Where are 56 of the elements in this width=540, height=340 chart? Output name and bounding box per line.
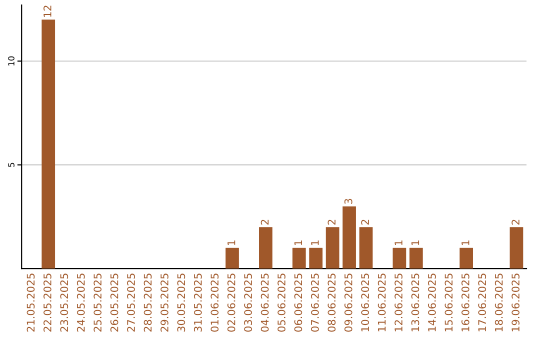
x-tick-label: 11.06.2025 [378, 274, 386, 332]
bar [259, 227, 272, 269]
x-tick-label: 23.05.2025 [60, 274, 68, 332]
bar [510, 227, 524, 269]
bar [392, 248, 406, 269]
x-tick-label: 29.05.2025 [160, 274, 168, 332]
bar [292, 248, 306, 269]
bar [460, 248, 473, 269]
x-tick-label: 01.06.2025 [210, 274, 219, 332]
data-label: 2 [260, 220, 269, 225]
data-label: 2 [328, 220, 336, 225]
x-tick-label: 10.06.2025 [361, 274, 370, 332]
data-label: 2 [512, 220, 520, 225]
x-tick-label: 17.06.2025 [478, 274, 486, 332]
x-tick-label: 22.05.2025 [43, 274, 52, 332]
data-label: 1 [462, 240, 470, 246]
x-tick-label: 25.05.2025 [94, 274, 102, 332]
x-tick-label: 04.06.2025 [260, 274, 269, 332]
x-tick-label: 02.06.2025 [227, 274, 236, 332]
x-tick-label: 09.06.2025 [344, 274, 352, 332]
y-tick-label: 5 [8, 162, 14, 167]
x-tick-label: 12.06.2025 [394, 274, 402, 332]
x-tick-label: 28.05.2025 [144, 274, 152, 332]
x-tick-label: 31.05.2025 [194, 274, 202, 332]
data-label: 12 [43, 6, 52, 17]
bar [309, 248, 323, 269]
bar [342, 206, 356, 269]
bar [409, 248, 423, 269]
data-label: 3 [344, 198, 352, 204]
data-label: 1 [394, 240, 402, 246]
x-tick-label: 21.05.2025 [26, 274, 35, 332]
x-tick-label: 06.06.2025 [294, 274, 302, 332]
x-tick-label: 26.05.2025 [110, 274, 118, 332]
bar [226, 248, 239, 269]
data-label: 1 [311, 240, 319, 246]
x-tick-label: 05.06.2025 [278, 274, 286, 332]
bar [359, 227, 373, 269]
x-tick-label: 18.06.2025 [494, 274, 503, 332]
data-label: 2 [361, 220, 369, 225]
x-tick-label: 30.05.2025 [177, 274, 186, 332]
x-tick-label: 15.06.2025 [444, 274, 453, 332]
x-tick-label: 19.06.2025 [512, 274, 520, 332]
bar [42, 20, 56, 269]
data-label: 1 [294, 240, 302, 246]
data-label: 1 [411, 240, 420, 246]
data-label: 1 [228, 240, 236, 246]
x-tick-label: 24.05.2025 [76, 274, 85, 332]
x-tick-label: 13.06.2025 [411, 274, 420, 332]
y-tick-label: 10 [8, 56, 14, 66]
bar [326, 227, 340, 269]
x-tick-label: 16.06.2025 [461, 274, 470, 332]
x-tick-label: 03.06.2025 [244, 274, 252, 332]
x-tick-label: 07.06.2025 [310, 274, 319, 332]
x-tick-label: 08.06.2025 [328, 274, 336, 332]
x-tick-label: 14.06.2025 [428, 274, 436, 332]
x-tick-label: 27.05.2025 [127, 274, 135, 332]
